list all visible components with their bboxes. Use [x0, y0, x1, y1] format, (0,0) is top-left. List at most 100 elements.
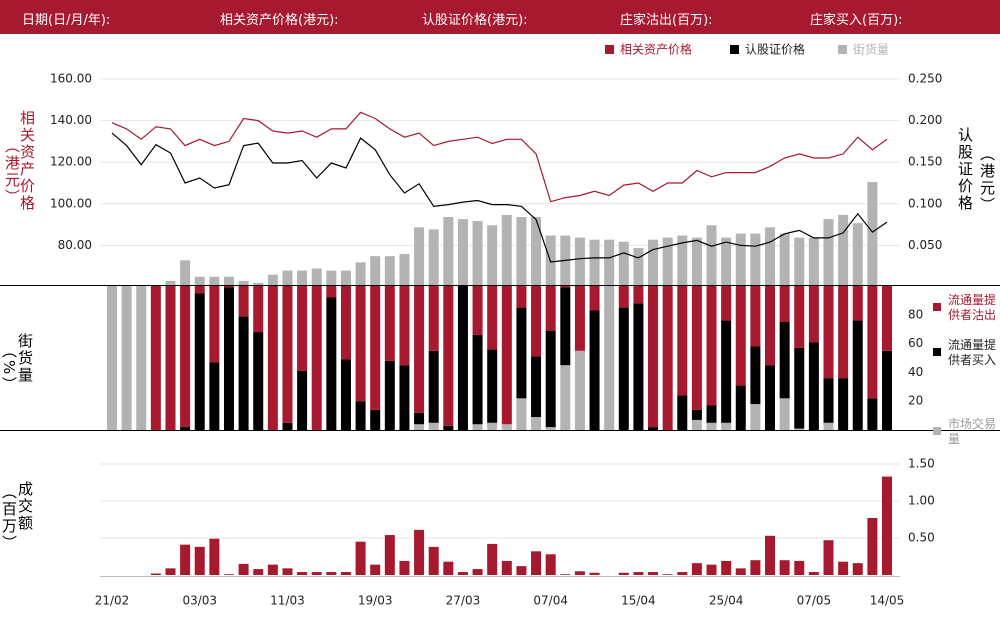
share-bar [589, 310, 600, 430]
share-bar [531, 356, 542, 418]
y-tick-label: 1.50 [908, 457, 935, 471]
turnover-bar [750, 560, 761, 575]
turnover-bar [618, 572, 629, 575]
share-bar [691, 286, 702, 410]
share-bar [297, 370, 308, 430]
share-bar [384, 286, 395, 361]
street-volume-bar [399, 254, 410, 285]
turnover-bar [194, 546, 205, 575]
y-tick-label: 60 [908, 336, 923, 350]
street-volume-bar [340, 270, 351, 285]
share-bar [501, 424, 512, 430]
share-bar [604, 286, 615, 430]
legend-swatch [730, 45, 739, 54]
turnover-bar [223, 574, 234, 575]
y-tick-label: 80 [908, 307, 923, 321]
y-tick-label: 40 [908, 365, 923, 379]
x-tick-label: 07/04 [533, 594, 568, 608]
header-label: 相关资产价格(港元): [220, 13, 339, 28]
turnover-bar [370, 564, 381, 575]
street-volume-bar [852, 223, 863, 285]
street-volume-bar [165, 280, 176, 285]
share-bar [238, 316, 249, 430]
legend-label: 市场交易量 [948, 417, 997, 446]
share-bar [794, 428, 805, 430]
share-bar [735, 286, 746, 386]
turnover-bar [384, 535, 395, 575]
turnover-bar [165, 568, 176, 575]
street-volume-bar [501, 214, 512, 285]
turnover-bar [311, 572, 322, 575]
header-label: 认股证价格(港元): [422, 13, 528, 28]
turnover-bar [457, 572, 468, 575]
x-tick-label: 21/02 [95, 594, 130, 608]
share-bar [501, 286, 512, 425]
turnover-bar [501, 560, 512, 575]
y-tick-label: 120.00 [50, 155, 92, 169]
share-bar [852, 286, 863, 321]
street-volume-bar [721, 237, 732, 285]
x-tick-label: 14/05 [870, 594, 905, 608]
turnover-bar [721, 560, 732, 575]
share-bar [516, 286, 527, 308]
street-volume-bar [589, 239, 600, 285]
y-tick-label: 160.00 [50, 72, 92, 86]
y2-tick-label: 0.250 [908, 72, 942, 86]
turnover-bar [838, 561, 849, 575]
price-line [111, 111, 888, 203]
axis-title: 认股证价格 [956, 127, 974, 212]
share-bar [765, 365, 776, 430]
share-bar [838, 378, 849, 430]
share-bar [677, 395, 688, 430]
legend-label: 相关资产价格 [620, 42, 692, 57]
share-bar [223, 286, 234, 288]
share-bar [794, 347, 805, 429]
share-bar [691, 419, 702, 430]
turnover-bar [589, 572, 600, 575]
turnover-bar [735, 568, 746, 575]
share-bar [384, 360, 395, 430]
turnover-bar [779, 560, 790, 575]
axis-title: （百万） [0, 484, 18, 552]
share-bar [414, 286, 425, 413]
turnover-bar [209, 538, 220, 575]
share-bar [340, 359, 351, 430]
share-bar [472, 424, 483, 430]
share-bar [633, 303, 644, 430]
share-bar [838, 286, 849, 379]
share-bar [340, 286, 351, 360]
share-bar [253, 286, 264, 333]
street-volume-bar [604, 239, 615, 285]
share-bar [107, 286, 117, 430]
turnover-bar [238, 563, 249, 575]
share-bar [311, 286, 322, 430]
street-volume-bar [823, 219, 834, 285]
share-bar [487, 349, 498, 423]
share-bar [165, 286, 176, 430]
share-bar [355, 286, 366, 402]
legend-label: 街货量 [853, 42, 889, 57]
turnover-bar [282, 568, 293, 575]
y-tick-label: 20 [908, 394, 923, 408]
share-bar [633, 286, 644, 304]
share-bar [867, 286, 878, 399]
legend-swatch [838, 45, 847, 54]
share-bar [648, 286, 659, 428]
share-bar [282, 422, 293, 430]
turnover-bar [662, 574, 673, 575]
share-bar [662, 286, 673, 430]
turnover-bar [677, 572, 688, 575]
header-label: 日期(日/月/年): [22, 13, 111, 28]
turnover-bar [867, 518, 878, 575]
street-volume-bar [472, 221, 483, 285]
turnover-bar [326, 572, 337, 575]
y-tick-label: 100.00 [50, 196, 92, 210]
share-bar [618, 286, 629, 308]
street-volume-bar [838, 214, 849, 285]
share-bar [823, 378, 834, 423]
turnover-bar [852, 563, 863, 575]
turnover-bar [633, 572, 644, 575]
y2-tick-label: 0.050 [908, 238, 942, 252]
share-bar [545, 286, 556, 331]
